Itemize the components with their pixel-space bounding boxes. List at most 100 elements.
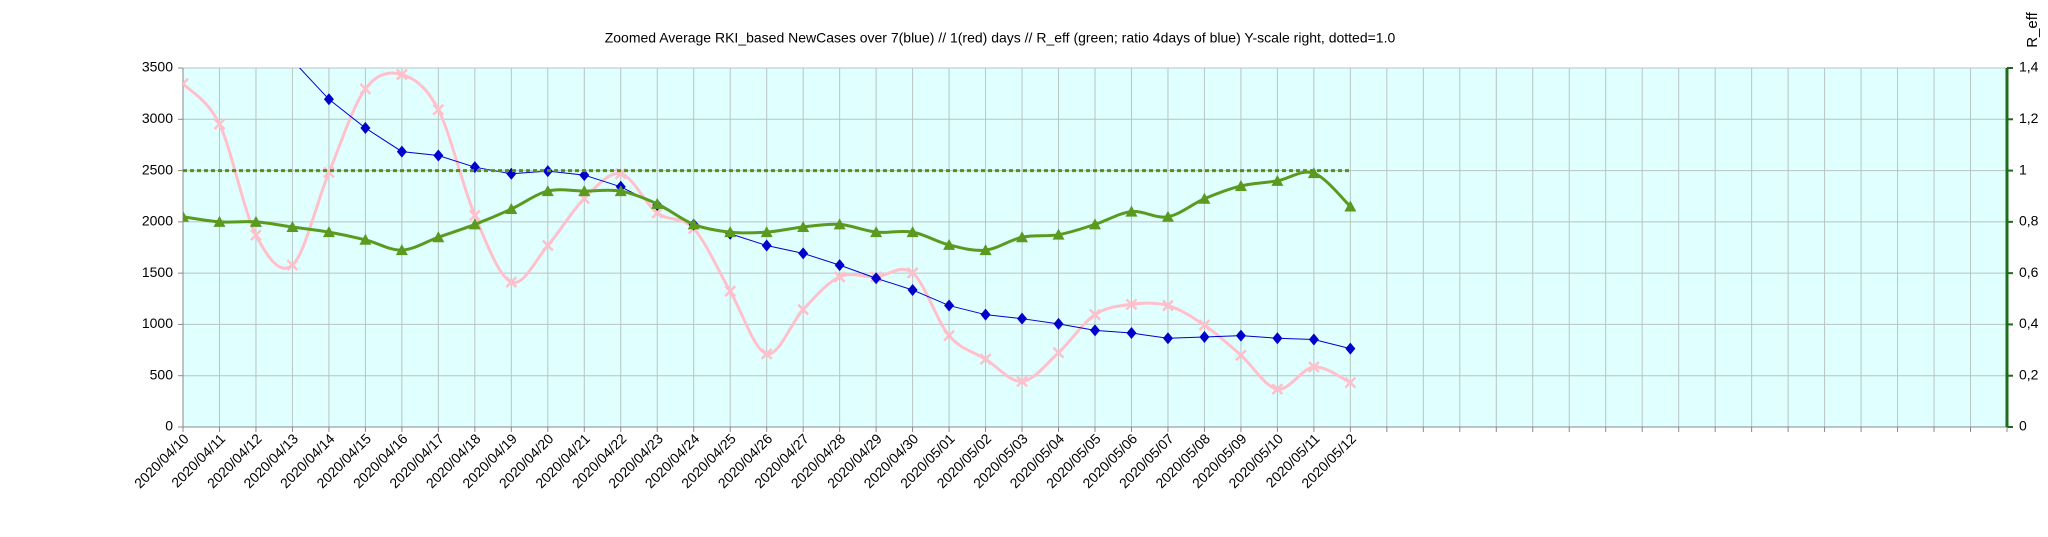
data-point <box>1235 349 1247 362</box>
data-point <box>1126 327 1137 340</box>
data-point <box>323 93 334 106</box>
data-point <box>250 229 262 241</box>
data-point <box>1199 330 1210 343</box>
data-point <box>1198 319 1211 332</box>
data-point <box>980 308 991 321</box>
data-point <box>1271 383 1284 396</box>
data-point <box>578 185 591 197</box>
data-point <box>1089 218 1101 230</box>
data-point <box>541 185 554 197</box>
data-point <box>286 259 299 272</box>
data-point <box>834 259 845 272</box>
data-point <box>1052 346 1065 359</box>
data-point <box>286 220 299 232</box>
data-point <box>1016 375 1028 388</box>
data-point <box>797 220 810 232</box>
data-point <box>906 267 919 279</box>
y-tick-label: 2000 <box>142 213 173 229</box>
data-point <box>1125 205 1138 217</box>
data-point <box>1162 299 1174 312</box>
y-tick-label: 3500 <box>142 59 173 75</box>
data-point <box>541 239 554 252</box>
data-point <box>1198 192 1211 204</box>
data-point <box>505 203 518 215</box>
y2-tick-label: 0,4 <box>2019 315 2039 331</box>
chart-title: Zoomed Average RKI_based NewCases over 7… <box>605 30 1396 46</box>
data-point <box>468 218 481 230</box>
data-point <box>183 210 189 222</box>
data-point <box>1345 342 1356 355</box>
data-point <box>359 233 372 245</box>
data-point <box>287 54 297 66</box>
data-point <box>468 209 481 222</box>
data-point <box>907 283 918 296</box>
data-point <box>213 118 226 130</box>
data-point <box>870 226 883 238</box>
data-point <box>1053 317 1064 330</box>
data-point <box>651 197 664 209</box>
data-point <box>651 207 664 219</box>
data-point <box>1017 312 1028 325</box>
data-point <box>760 226 773 238</box>
data-point <box>183 77 189 90</box>
data-point <box>178 11 188 23</box>
data-point <box>579 169 590 182</box>
data-point <box>1090 324 1100 337</box>
data-point <box>724 285 737 298</box>
data-point <box>1307 361 1320 373</box>
data-point <box>724 226 737 238</box>
data-point <box>797 303 810 316</box>
y-tick-label: 1000 <box>142 315 173 331</box>
data-point <box>359 83 372 95</box>
data-point <box>1344 200 1357 212</box>
data-point <box>1161 210 1174 222</box>
y2-tick-label: 1,4 <box>2019 59 2039 75</box>
data-point <box>1235 329 1246 342</box>
y-tick-label: 2500 <box>142 161 173 177</box>
data-point <box>432 231 445 243</box>
data-point <box>943 238 956 250</box>
y-tick-label: 3000 <box>142 110 173 126</box>
y2-axis-title: R_eff <box>2024 11 2041 47</box>
data-point <box>1344 376 1357 389</box>
data-point <box>760 347 773 360</box>
data-point <box>395 244 408 256</box>
y2-tick-label: 1 <box>2019 161 2027 177</box>
y2-tick-label: 0 <box>2019 418 2027 434</box>
data-point <box>1271 174 1284 186</box>
data-point <box>1125 298 1138 311</box>
data-point <box>833 218 846 230</box>
y-tick-label: 1500 <box>142 264 173 280</box>
data-point <box>979 244 992 256</box>
data-point <box>833 270 846 283</box>
data-point <box>1272 332 1283 345</box>
data-point <box>687 218 700 230</box>
data-point <box>1052 228 1065 240</box>
data-point <box>395 68 408 81</box>
data-point <box>1162 332 1173 345</box>
data-point <box>979 353 992 365</box>
data-point <box>943 329 955 342</box>
data-point <box>360 122 371 135</box>
data-point <box>1089 308 1101 321</box>
data-point <box>251 36 261 48</box>
y2-tick-label: 0,2 <box>2019 366 2039 382</box>
y-tick-label: 500 <box>150 366 174 382</box>
series-line <box>183 71 1352 391</box>
data-point <box>614 185 627 197</box>
y2-tick-label: 1,2 <box>2019 110 2039 126</box>
data-point <box>871 272 882 285</box>
data-point <box>1308 333 1319 346</box>
data-point <box>944 299 955 312</box>
data-point <box>505 276 518 288</box>
y2-tick-label: 0,8 <box>2019 213 2039 229</box>
data-point <box>396 145 407 158</box>
data-point <box>213 215 226 227</box>
data-point <box>249 215 262 227</box>
data-point <box>761 239 772 252</box>
data-point <box>322 226 335 238</box>
data-point <box>906 226 919 238</box>
data-point <box>1307 167 1320 179</box>
data-point <box>433 149 444 162</box>
